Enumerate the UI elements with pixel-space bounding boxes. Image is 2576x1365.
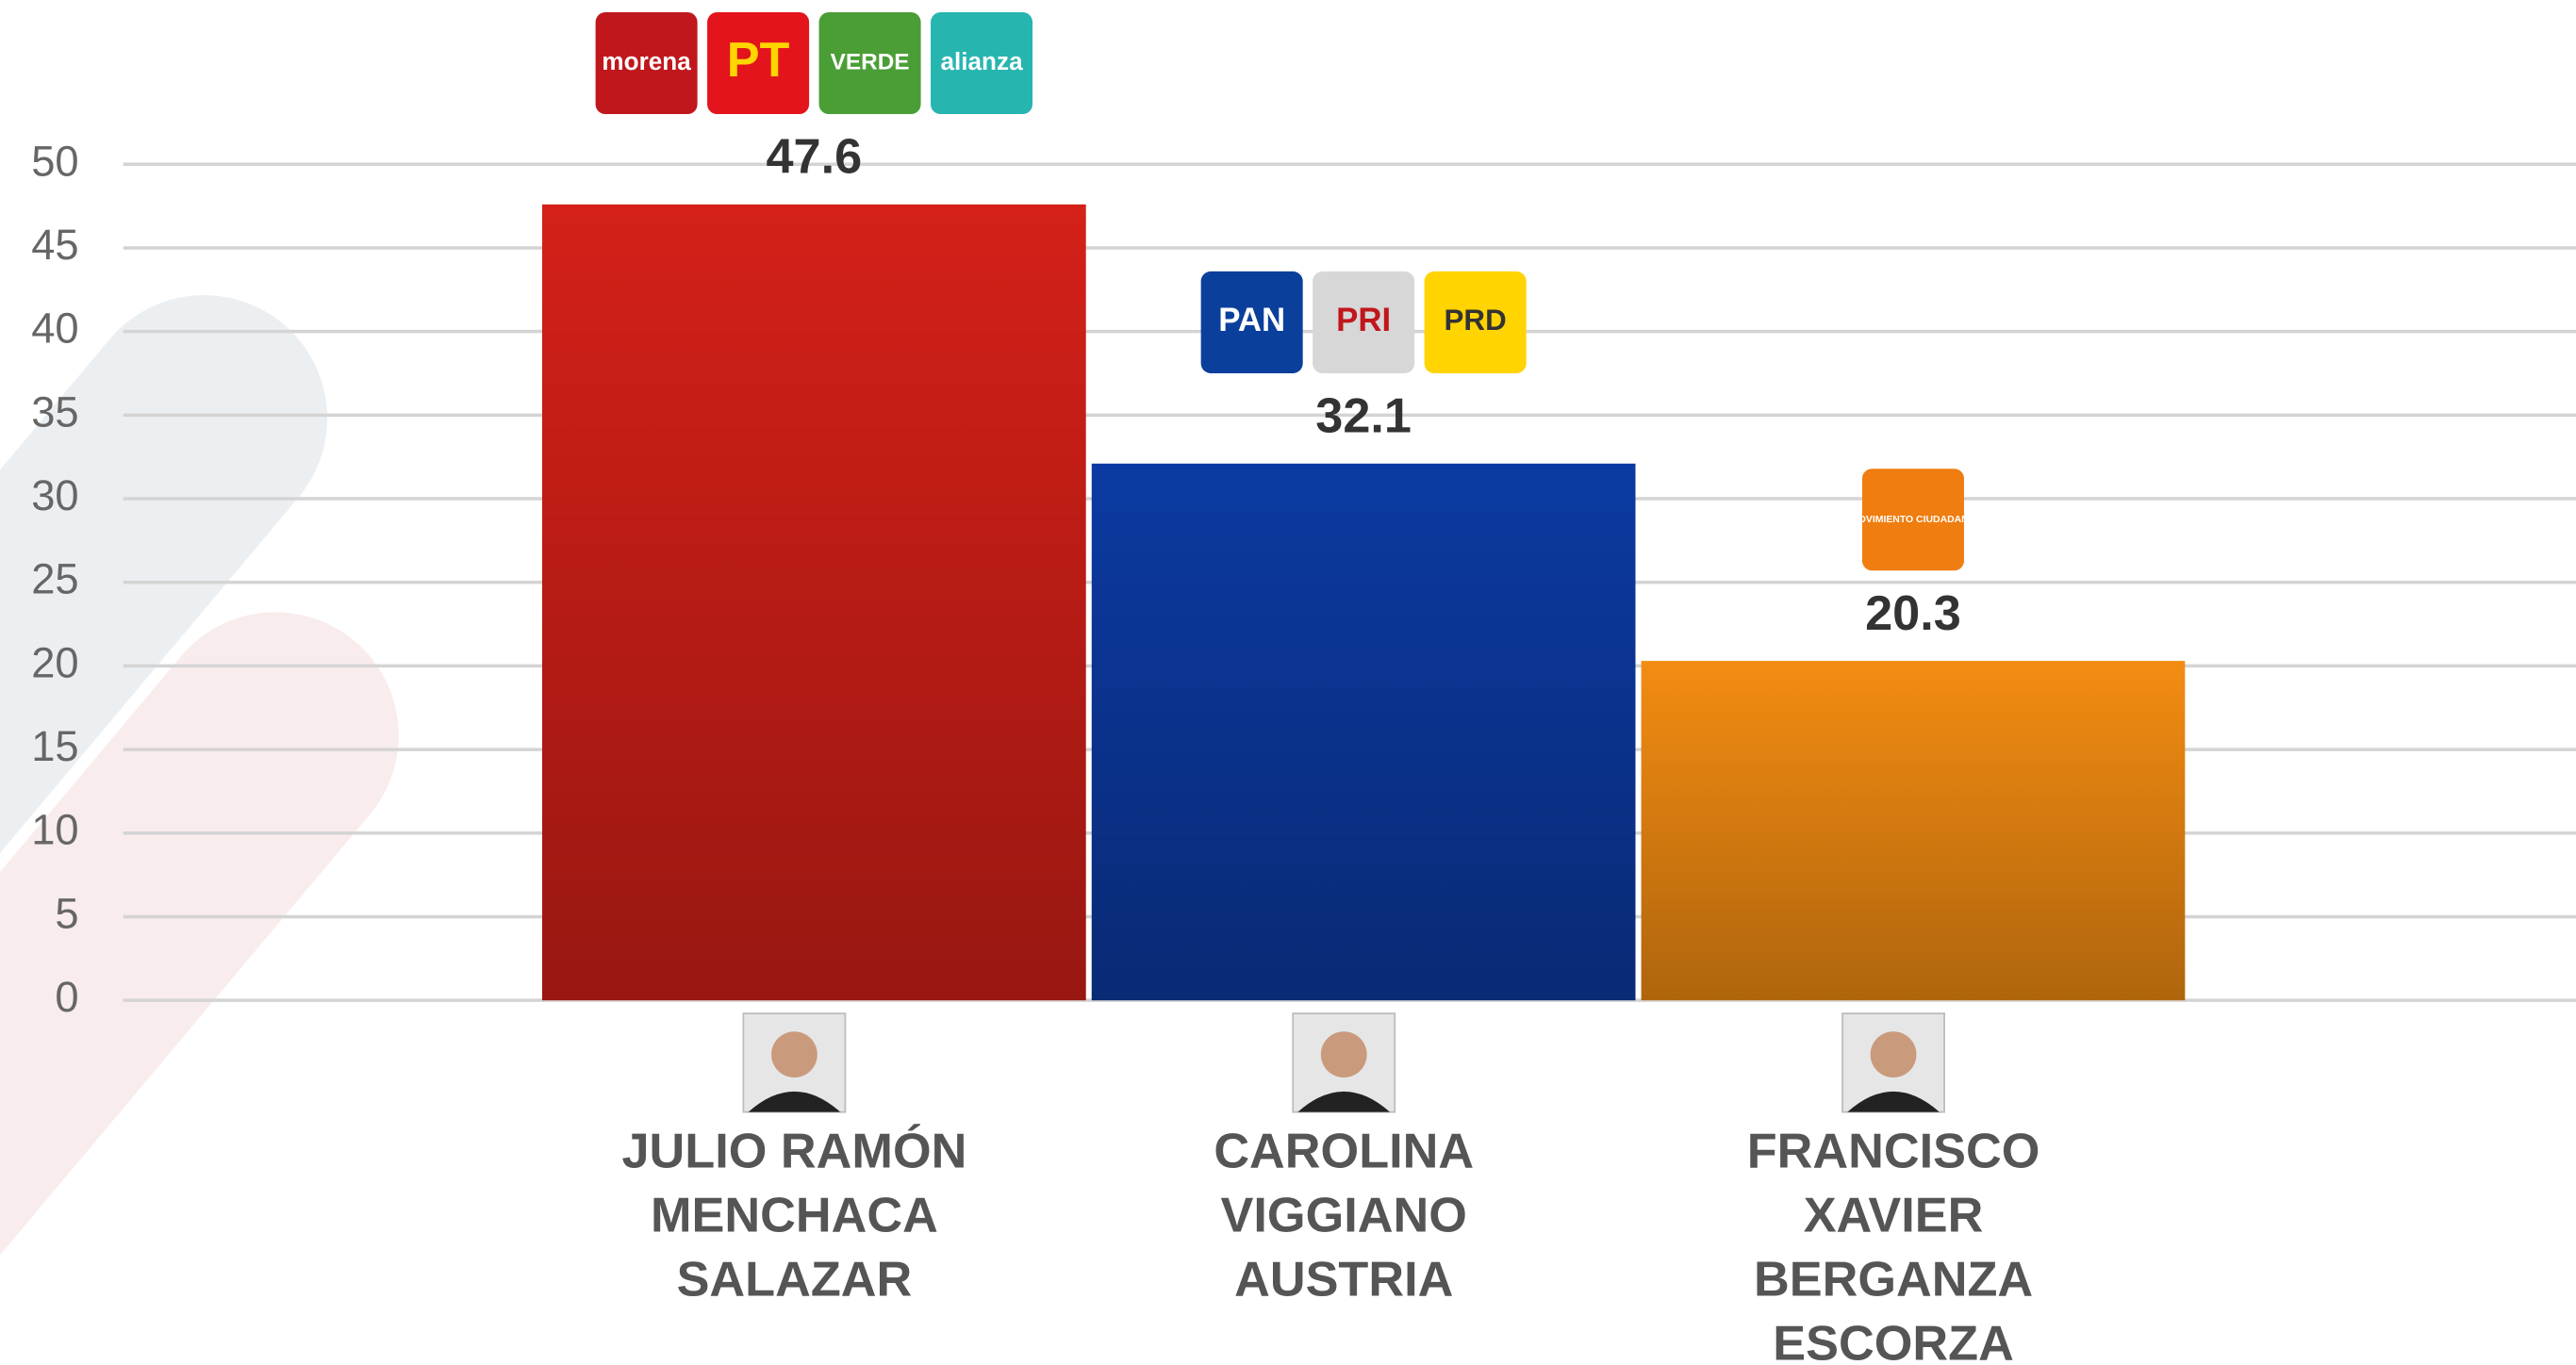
y-tick-label: 40 <box>31 304 78 353</box>
y-tick-label: 50 <box>31 137 78 185</box>
x-tick-label: JULIO RAMÓN <box>621 1125 966 1179</box>
party-logo-label: VERDE <box>831 49 910 74</box>
x-tick-label: BERGANZA <box>1754 1253 2033 1307</box>
bar-shade <box>1641 661 2186 1001</box>
party-logo <box>595 12 698 115</box>
y-tick-label: 45 <box>31 221 78 269</box>
y-tick-label: 20 <box>31 638 78 686</box>
bar-shade <box>541 204 1086 1001</box>
x-tick-label: SALAZAR <box>677 1253 913 1307</box>
x-tick-label: ESCORZA <box>1773 1317 2014 1365</box>
x-tick-label: MENCHACA <box>651 1189 938 1243</box>
bar-shade <box>1091 463 1636 1001</box>
candidate-suit <box>1847 1091 1940 1112</box>
party-logo <box>818 12 921 115</box>
y-tick-label: 10 <box>31 806 78 854</box>
candidate-suit <box>1297 1091 1391 1112</box>
party-logo <box>1200 271 1303 373</box>
candidate-face <box>771 1031 817 1078</box>
x-tick-label: AUSTRIA <box>1234 1253 1453 1307</box>
party-logo <box>1424 271 1527 373</box>
party-logo-label: PRD <box>1445 304 1507 337</box>
value-label: 32.1 <box>1315 389 1412 444</box>
party-logo-label: PRI <box>1336 302 1391 338</box>
y-tick-label: 35 <box>31 387 78 436</box>
background-decoration <box>0 295 399 1365</box>
party-logo <box>707 12 810 115</box>
party-logo-label: PAN <box>1218 302 1285 338</box>
x-tick-label: CAROLINA <box>1214 1125 1474 1179</box>
candidate-suit <box>748 1091 841 1112</box>
stripe <box>0 612 399 1365</box>
value-label: 20.3 <box>1865 586 1961 641</box>
y-tick-label: 30 <box>31 471 78 519</box>
y-tick-label: 15 <box>31 722 78 770</box>
stripe <box>0 295 328 1058</box>
party-logo <box>1313 271 1415 373</box>
y-tick-label: 0 <box>55 973 78 1021</box>
candidate-face <box>1870 1031 1917 1078</box>
x-tick-label: VIGGIANO <box>1221 1189 1467 1243</box>
party-logo <box>931 12 1033 115</box>
party-logo <box>1861 469 1964 571</box>
y-tick-label: 5 <box>55 889 78 937</box>
party-logo-label: PT <box>727 33 790 88</box>
x-tick-label: XAVIER <box>1804 1189 1984 1243</box>
x-tick-label: FRANCISCO <box>1747 1125 2040 1179</box>
value-label: 47.6 <box>766 130 862 185</box>
party-logo-label: MOVIMIENTO CIUDADANO <box>1850 515 1976 525</box>
candidate-face <box>1320 1031 1367 1078</box>
party-logo-label: alianza <box>940 47 1023 75</box>
y-tick-label: 25 <box>31 555 78 603</box>
party-logo-label: morena <box>602 47 691 75</box>
